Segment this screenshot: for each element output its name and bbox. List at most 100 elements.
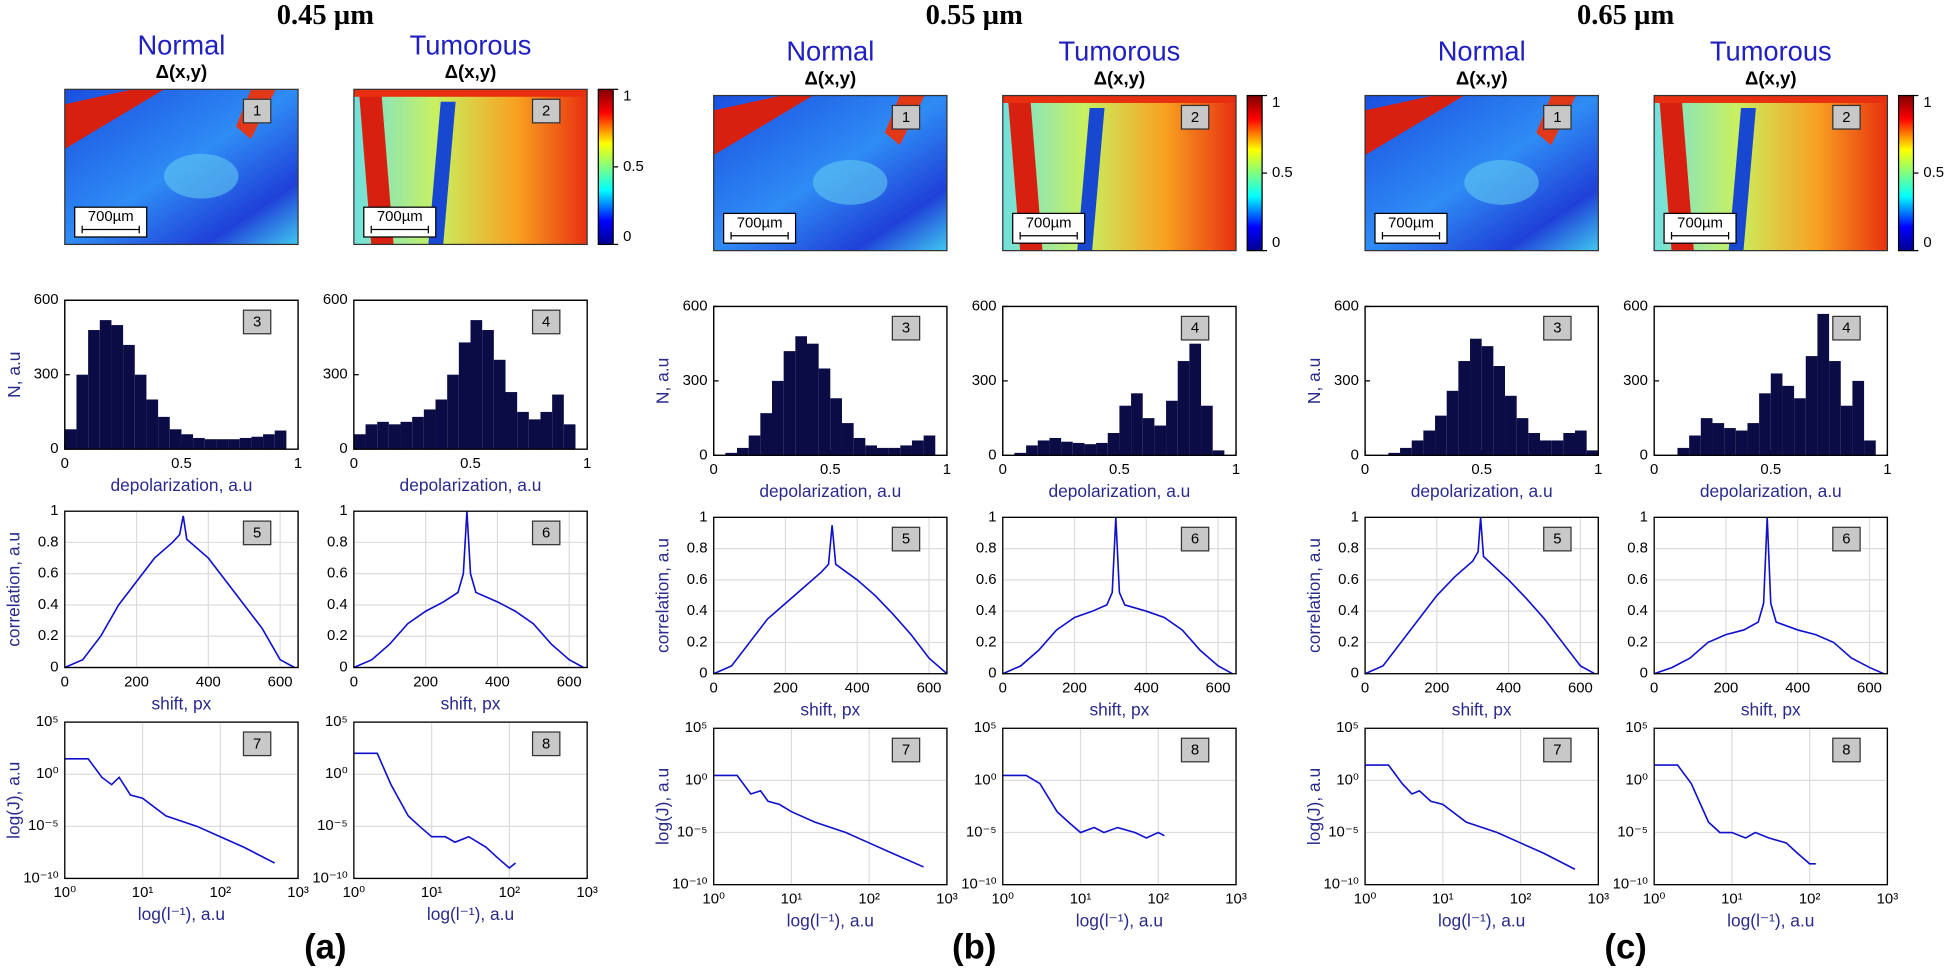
y-tick-label: 0.6: [1627, 572, 1648, 588]
bar: [388, 424, 401, 450]
y-tick-label: 0.4: [1627, 603, 1648, 619]
bar: [239, 437, 252, 450]
bar: [1700, 418, 1713, 456]
bar: [888, 447, 901, 456]
x-tick-label: 0: [61, 674, 69, 690]
x-tick-label: 600: [1857, 681, 1882, 697]
x-tick-label: 0: [350, 674, 358, 690]
bar: [552, 394, 564, 450]
bar: [158, 416, 170, 450]
line: [1365, 764, 1576, 870]
x-tick-label: 10²: [1510, 891, 1532, 907]
badge-box: [242, 731, 272, 757]
y-tick-label: 0: [1351, 447, 1359, 463]
scalebar-label: 700µm: [1388, 215, 1434, 231]
bar: [1435, 415, 1447, 456]
badge-box: [242, 309, 272, 335]
badge: 4: [1191, 321, 1199, 337]
bar: [540, 411, 553, 450]
bar: [1677, 447, 1690, 456]
x-tick-label: 10¹: [1721, 891, 1743, 907]
map-border: [353, 88, 588, 246]
y-tick-label: 0: [50, 441, 58, 457]
bar: [482, 330, 494, 450]
bar: [1840, 405, 1853, 456]
x-tick-label: 0: [1650, 681, 1658, 697]
y-tick-label: 10⁻¹⁰: [672, 877, 707, 893]
x-tick-label: 10³: [1225, 891, 1247, 907]
x-tick-label: 10²: [499, 885, 521, 901]
x-tick-label: 10³: [1877, 891, 1899, 907]
y-tick-label: 0: [988, 447, 996, 463]
y-tick-label: 600: [323, 292, 348, 308]
y-tick-label: 0.6: [976, 572, 997, 588]
map-feature: [1654, 95, 1888, 103]
bar: [169, 429, 182, 450]
y-tick-label: 1: [988, 509, 996, 525]
x-tick-label: 600: [268, 674, 293, 690]
x-tick-label: 10¹: [1070, 891, 1092, 907]
x-tick-label: 10³: [936, 891, 958, 907]
scalebar: [1381, 232, 1441, 240]
y-tick-label: 1: [1640, 509, 1648, 525]
y-tick-label: 0.4: [976, 603, 997, 619]
map-feature: [1365, 95, 1465, 156]
x-axis-label: log(l⁻¹), a.u: [1438, 910, 1525, 930]
panel-heading: Normal: [786, 36, 874, 67]
badge: 5: [902, 532, 910, 548]
bar: [1096, 442, 1108, 456]
badge: 4: [1842, 321, 1850, 337]
map-feature: [1007, 95, 1043, 251]
bar: [1201, 405, 1213, 456]
badge: 1: [902, 110, 910, 126]
bar: [365, 424, 378, 450]
bar: [88, 330, 100, 450]
badge: 6: [1842, 532, 1850, 548]
plot-border: [713, 305, 948, 456]
y-tick-label: 300: [972, 373, 997, 389]
y-tick-label: 10⁻⁵: [1617, 824, 1648, 840]
y-tick-label: 0.4: [327, 597, 348, 613]
panel-heading: Normal: [137, 29, 225, 60]
x-axis-label: shift, px: [1452, 700, 1512, 720]
badge-box: [242, 98, 272, 124]
x-tick-label: 200: [1424, 681, 1449, 697]
y-axis-label: correlation, a.u: [1304, 538, 1324, 653]
bar: [783, 351, 796, 456]
y-axis-label: log(J), a.u: [4, 762, 24, 839]
map-label: Δ(x,y): [804, 67, 856, 88]
y-tick-label: 0: [699, 666, 707, 682]
x-axis-label: log(l⁻¹), a.u: [787, 910, 874, 930]
x-tick-label: 10⁰: [1643, 891, 1666, 907]
scalebar-box: [722, 212, 797, 244]
bar: [400, 421, 413, 450]
plot-border: [713, 516, 948, 675]
bar: [1049, 437, 1062, 456]
bar: [1852, 380, 1865, 456]
group-label: (c): [1604, 928, 1646, 966]
x-tick-label: 1: [1883, 462, 1891, 478]
badge-box: [531, 98, 561, 124]
badge: 8: [1842, 743, 1850, 759]
line: [1002, 774, 1165, 839]
bar: [505, 392, 518, 450]
bar: [470, 320, 483, 450]
scalebar-label: 700µm: [1677, 215, 1723, 231]
y-tick-label: 600: [1623, 298, 1648, 314]
plot-border: [1002, 727, 1237, 886]
bar: [1735, 430, 1748, 456]
y-tick-label: 10⁵: [1625, 720, 1648, 736]
x-tick-label: 10¹: [1432, 891, 1454, 907]
plot-border: [1364, 727, 1599, 886]
y-tick-label: 10⁵: [325, 714, 348, 730]
scalebar-box: [74, 206, 148, 238]
badge-box: [891, 104, 921, 130]
scalebar: [1019, 232, 1078, 240]
x-axis-label: depolarization, a.u: [1048, 481, 1190, 501]
bar: [111, 325, 124, 450]
y-axis-label: log(J), a.u: [1304, 768, 1324, 845]
y-tick-label: 0.4: [1338, 603, 1359, 619]
bar: [1072, 442, 1085, 456]
y-tick-label: 0.6: [38, 566, 59, 582]
